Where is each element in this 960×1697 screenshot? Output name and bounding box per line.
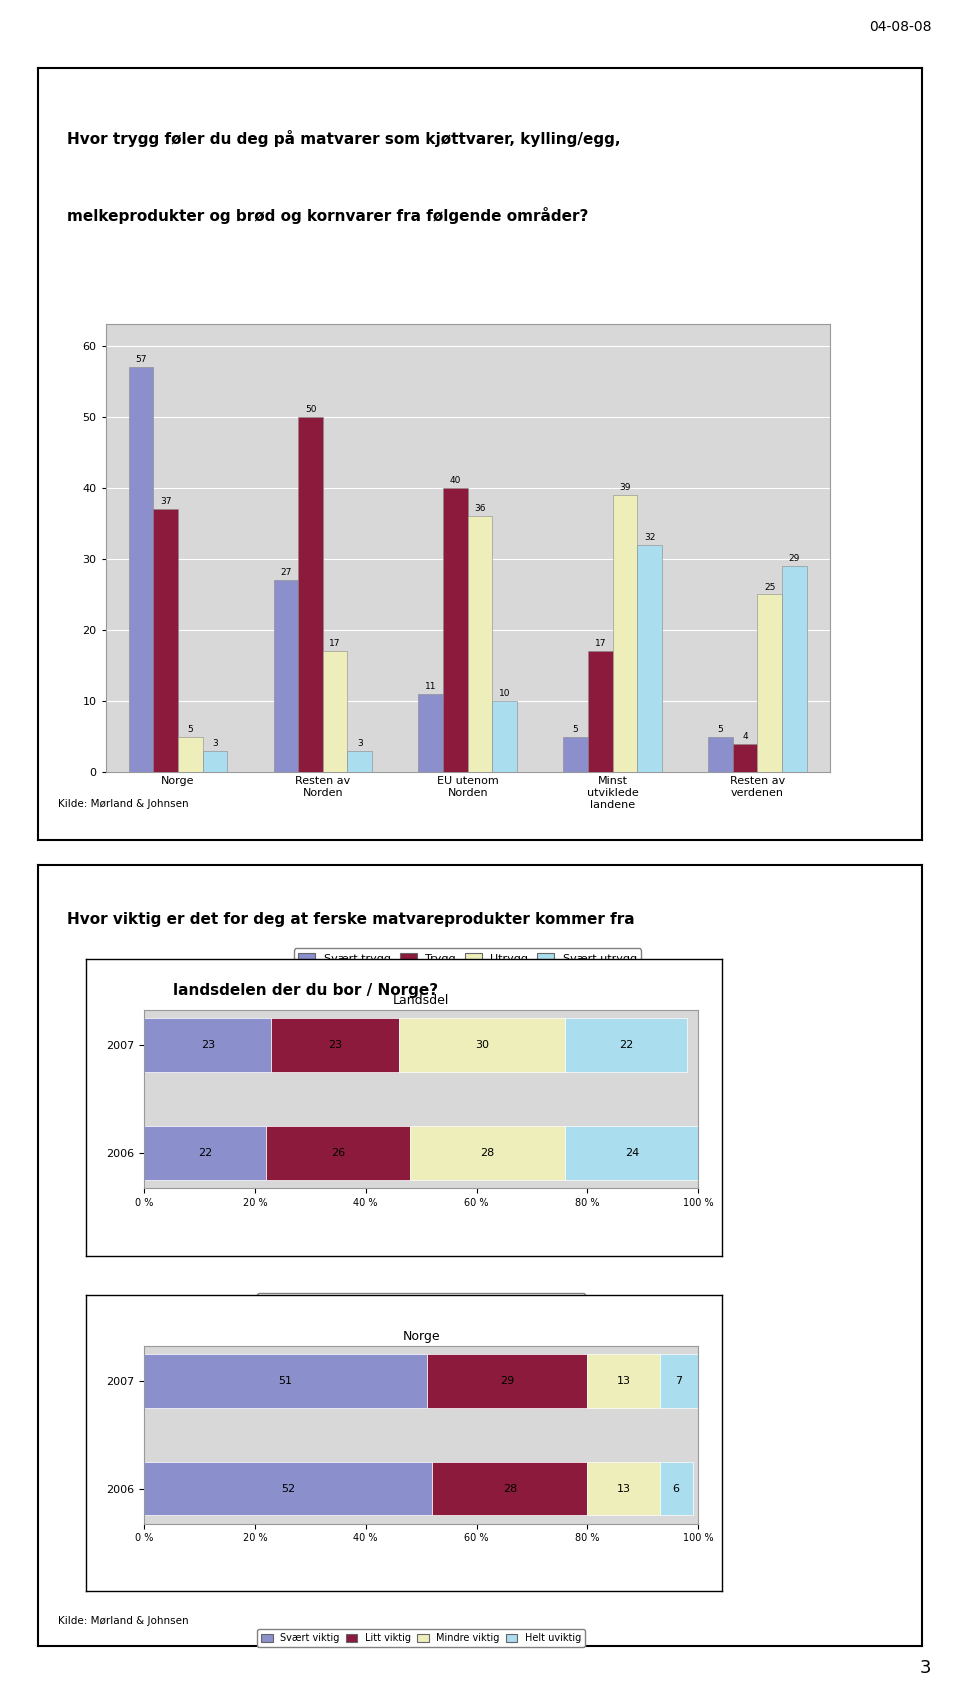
Bar [782,567,806,772]
Bar [588,1354,660,1407]
Bar [660,1354,698,1407]
Bar [272,1018,399,1073]
Bar [426,1354,588,1407]
Text: 32: 32 [644,533,655,541]
Bar [757,594,782,772]
Bar [154,509,178,772]
Text: 25: 25 [764,582,776,592]
Bar [612,496,637,772]
Text: Kilde: Mørland & Johnsen: Kilde: Mørland & Johnsen [58,799,188,809]
Text: 11: 11 [425,682,437,691]
Text: 29: 29 [789,555,800,563]
Legend: Svært viktig, Litt viktig, Mindre viktig, Helt uviktig: Svært viktig, Litt viktig, Mindre viktig… [257,1629,586,1646]
Text: 6: 6 [673,1483,680,1493]
Bar [274,580,299,772]
Text: 3: 3 [920,1658,931,1677]
Bar [266,1125,410,1179]
Bar [588,1461,660,1515]
Text: 29: 29 [500,1376,515,1386]
Text: 36: 36 [474,504,486,514]
Text: 4: 4 [742,731,748,742]
Text: 28: 28 [481,1147,494,1157]
Text: 22: 22 [619,1040,634,1050]
Bar [399,1018,565,1073]
Legend: Svært trygg, Trygg, Utrygg, Svært utrygg: Svært trygg, Trygg, Utrygg, Svært utrygg [294,949,641,967]
Bar [203,750,228,772]
Bar [637,545,661,772]
Title: Landsdel: Landsdel [393,994,449,1008]
Bar [129,367,154,772]
Bar [419,694,444,772]
Text: 3: 3 [357,738,363,748]
Text: 17: 17 [594,640,606,648]
Bar [565,1018,687,1073]
Text: 39: 39 [619,484,631,492]
Bar [565,1125,698,1179]
Text: 04-08-08: 04-08-08 [869,20,931,34]
Bar [588,652,612,772]
Text: 23: 23 [201,1040,215,1050]
Bar [492,701,516,772]
Text: 52: 52 [281,1483,295,1493]
Text: 24: 24 [625,1147,639,1157]
Text: 10: 10 [499,689,511,697]
Text: Hvor trygg føler du deg på matvarer som kjøttvarer, kylling/egg,: Hvor trygg føler du deg på matvarer som … [67,129,621,146]
Bar [732,743,757,772]
Bar [144,1354,426,1407]
Text: 5: 5 [717,725,723,733]
Bar [708,736,732,772]
Text: 5: 5 [573,725,579,733]
Text: Kilde: Mørland & Johnsen: Kilde: Mørland & Johnsen [58,1616,188,1626]
Bar [660,1461,693,1515]
Bar [410,1125,565,1179]
Text: 51: 51 [278,1376,293,1386]
Bar [144,1018,272,1073]
Text: 5: 5 [187,725,193,733]
Bar [144,1461,432,1515]
Bar [144,1125,266,1179]
Text: 17: 17 [329,640,341,648]
Legend: Svært viktig, Litt viktig, Mindre viktig, Helt uviktig: Svært viktig, Litt viktig, Mindre viktig… [257,1293,586,1312]
Bar [564,736,588,772]
Bar [323,652,348,772]
Text: Hvor viktig er det for deg at ferske matvareprodukter kommer fra: Hvor viktig er det for deg at ferske mat… [67,913,635,927]
Bar [348,750,372,772]
Text: 50: 50 [305,406,316,414]
Text: 7: 7 [675,1376,683,1386]
Text: 57: 57 [135,355,147,365]
Text: 30: 30 [475,1040,490,1050]
Text: 22: 22 [198,1147,212,1157]
Text: 23: 23 [328,1040,343,1050]
Bar [468,516,492,772]
Text: 3: 3 [212,738,218,748]
Bar [299,417,323,772]
Text: 26: 26 [331,1147,345,1157]
Text: landsdelen der du bor / Norge?: landsdelen der du bor / Norge? [173,983,438,998]
Text: 13: 13 [616,1376,631,1386]
Text: 37: 37 [160,497,172,506]
Bar [178,736,203,772]
Title: Norge: Norge [402,1330,440,1342]
Bar [432,1461,588,1515]
Text: 27: 27 [280,568,292,577]
Text: 40: 40 [449,475,461,485]
Text: 28: 28 [503,1483,517,1493]
Text: melkeprodukter og brød og kornvarer fra følgende områder?: melkeprodukter og brød og kornvarer fra … [67,207,588,224]
Bar [444,487,468,772]
Text: 13: 13 [616,1483,631,1493]
